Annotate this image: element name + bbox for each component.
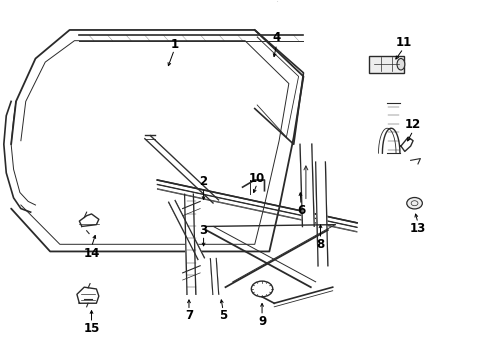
Text: 9: 9	[258, 315, 266, 328]
Text: 14: 14	[83, 247, 99, 260]
Polygon shape	[300, 144, 314, 226]
Text: 2: 2	[199, 175, 208, 188]
Text: 3: 3	[199, 224, 208, 237]
Polygon shape	[185, 194, 196, 294]
Text: 5: 5	[219, 309, 227, 322]
Text: 7: 7	[185, 309, 193, 322]
Polygon shape	[316, 162, 328, 266]
Text: 4: 4	[272, 31, 281, 44]
Polygon shape	[210, 258, 219, 294]
Text: 6: 6	[297, 204, 305, 217]
Text: 15: 15	[83, 322, 99, 335]
Circle shape	[407, 198, 422, 209]
Polygon shape	[169, 201, 204, 260]
Text: 11: 11	[395, 36, 412, 49]
Text: 1: 1	[171, 38, 178, 51]
Text: 10: 10	[249, 172, 265, 185]
Ellipse shape	[397, 59, 405, 70]
Polygon shape	[145, 136, 219, 203]
Bar	[369, 56, 404, 73]
Text: 13: 13	[410, 222, 426, 235]
Text: 12: 12	[405, 118, 421, 131]
Text: 8: 8	[317, 238, 325, 251]
